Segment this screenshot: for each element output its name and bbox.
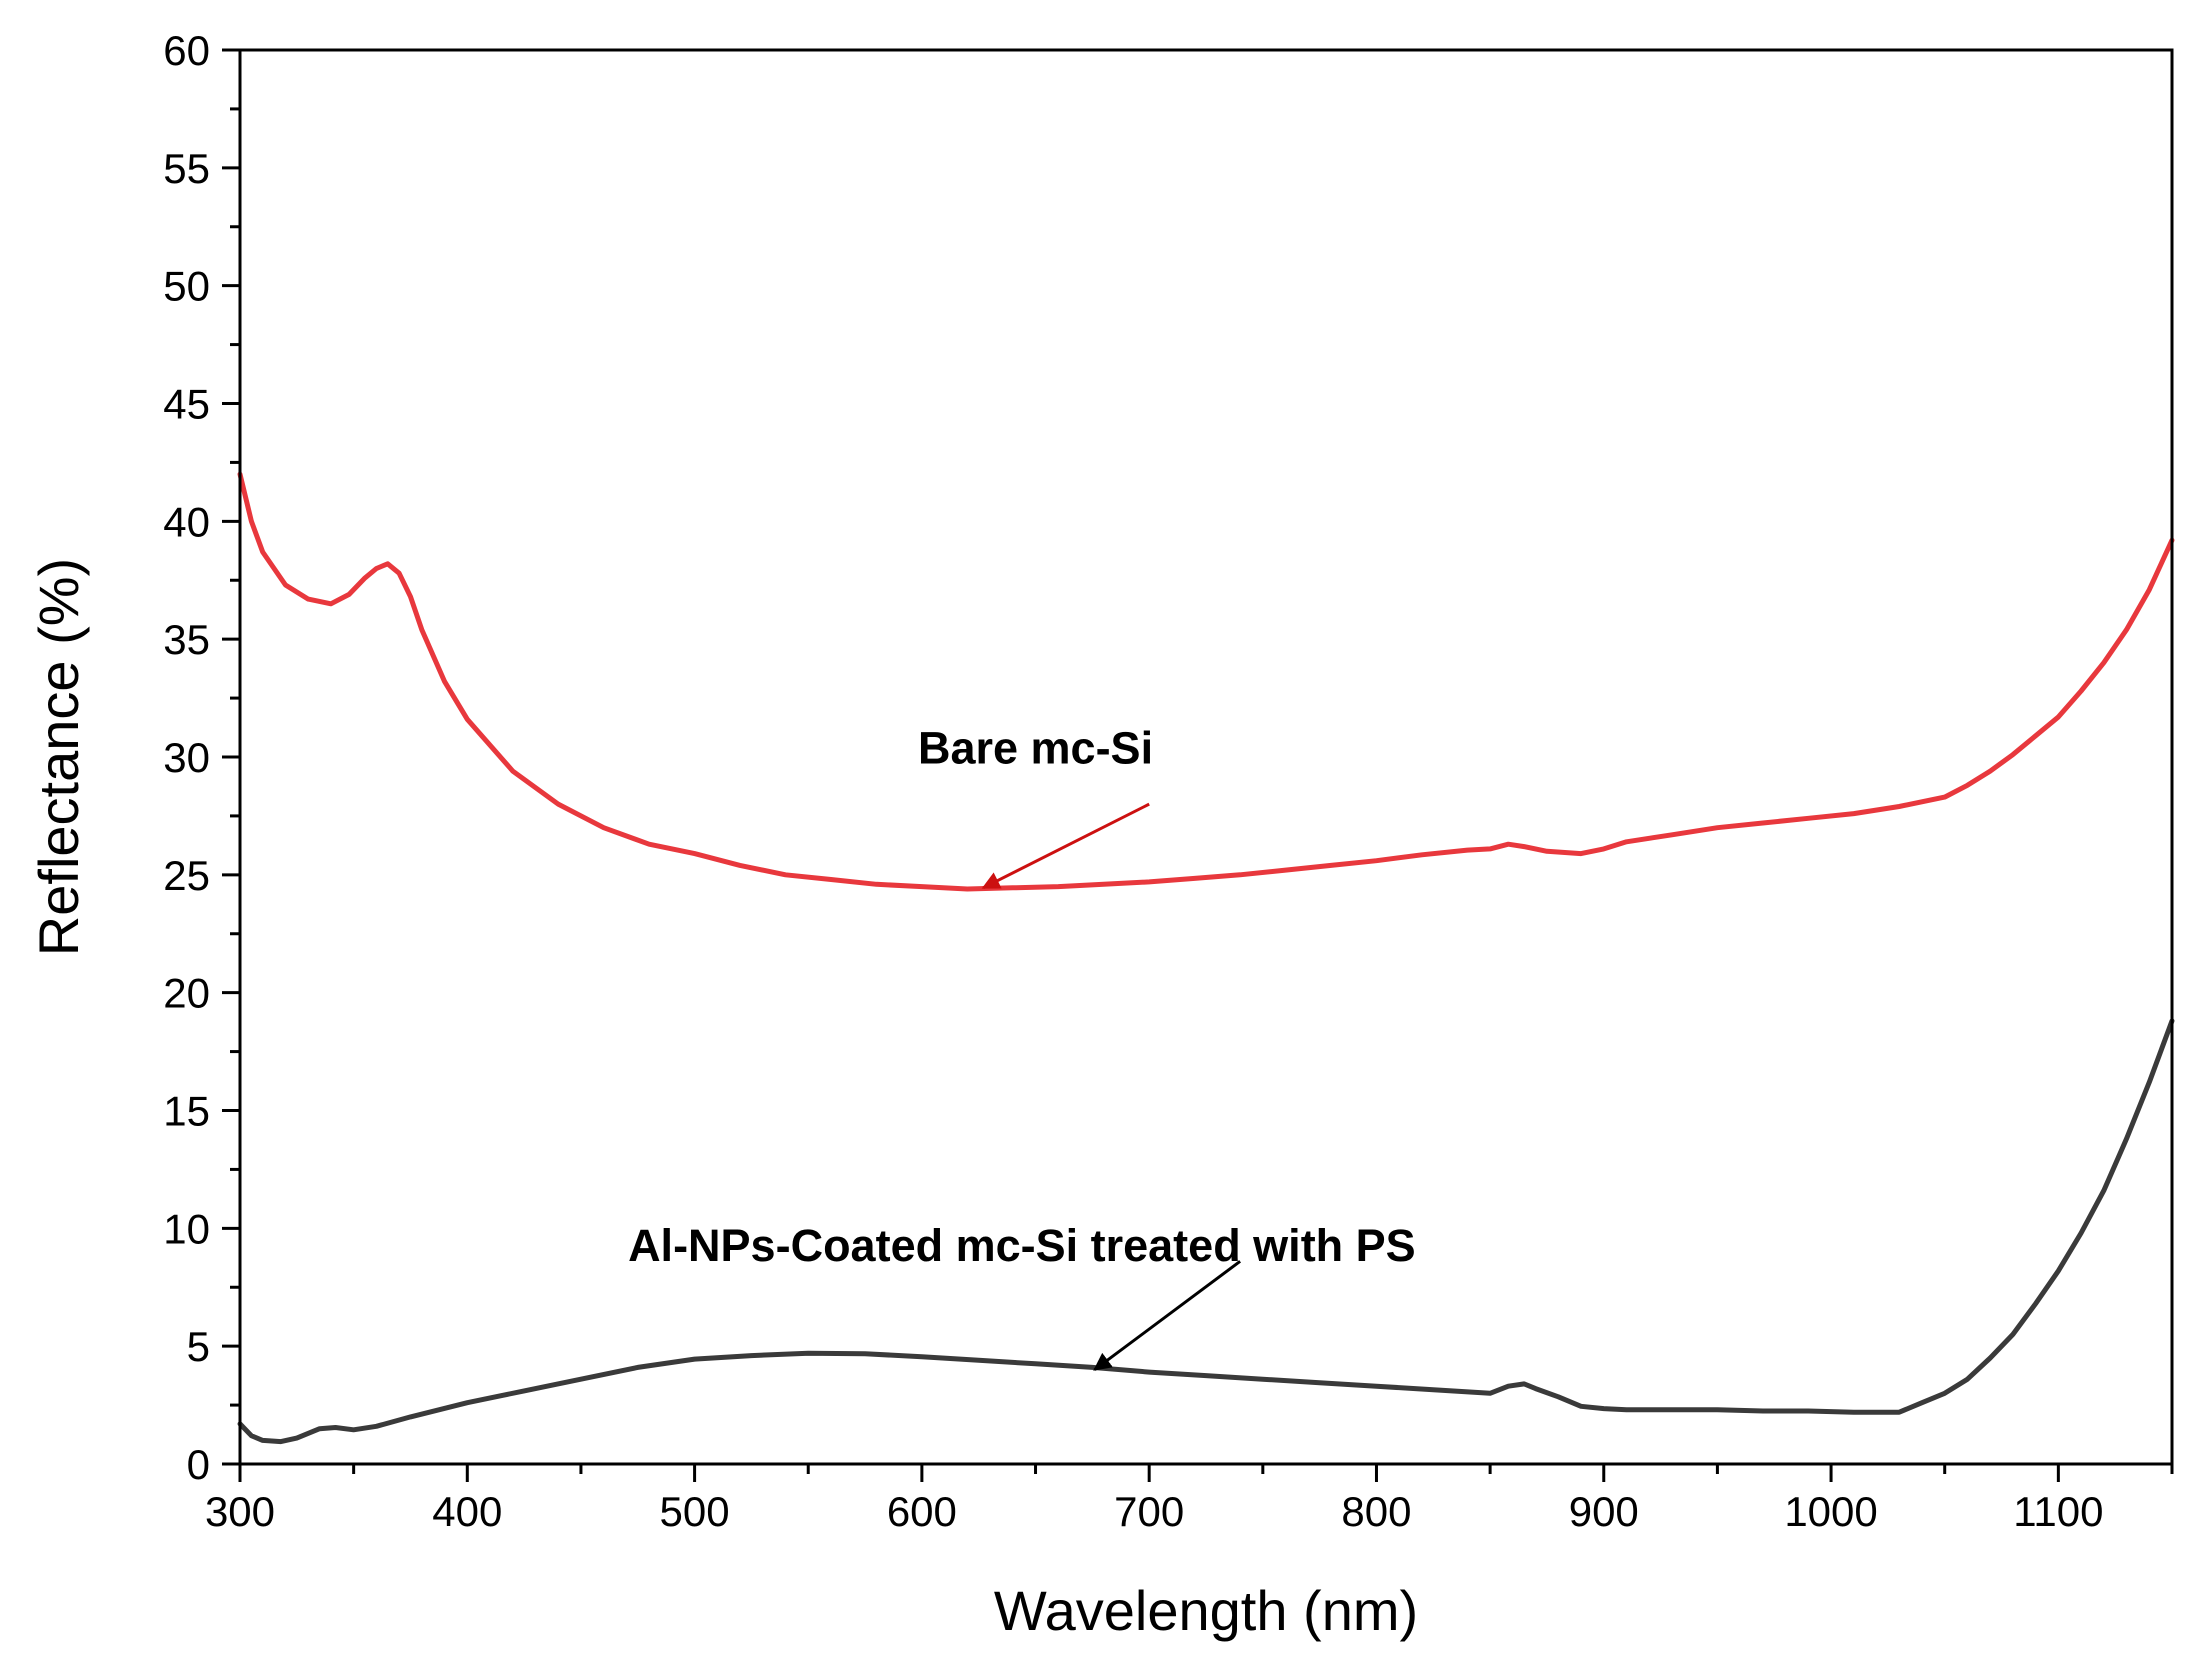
x-tick-label: 1100 [2013,1488,2103,1535]
y-axis-title: Reflectance (%) [27,558,90,956]
y-axis: 0 5 10 15 20 25 30 35 40 45 50 55 60 [163,27,240,1488]
series-line-1 [237,471,2175,892]
y-tick-label: 0 [187,1441,210,1488]
y-tick-label: 45 [163,381,210,428]
y-tick-label: 15 [163,1088,210,1135]
annotation-label: Al-NPs-Coated mc-Si treated with PS [628,1220,1416,1271]
x-tick-label: 800 [1341,1488,1411,1535]
x-tick-label: 500 [660,1488,730,1535]
x-tick-label: 400 [432,1488,502,1535]
x-axis-title: Wavelength (nm) [994,1579,1418,1642]
y-tick-label: 55 [163,145,210,192]
plot-area [237,471,2175,1445]
x-tick-label: 700 [1114,1488,1184,1535]
x-tick-label: 300 [205,1488,275,1535]
y-tick-label: 50 [163,263,210,310]
x-axis: 300 400 500 600 700 800 900 1000 1100 [205,1464,2174,1535]
y-tick-label: 20 [163,970,210,1017]
x-tick-label: 900 [1569,1488,1639,1535]
annotations: Bare mc-Si Al-NPs-Coated mc-Si treated wi… [628,723,1416,1371]
annotation-label: Bare mc-Si [918,723,1153,774]
series-line-2 [237,1018,2175,1445]
x-tick-label: 1000 [1784,1488,1877,1535]
x-tick-label: 600 [887,1488,957,1535]
annotation-arrow [1093,1260,1241,1371]
y-tick-label: 30 [163,734,210,781]
annotation-arrow [981,802,1150,890]
y-tick-label: 35 [163,616,210,663]
y-tick-label: 25 [163,852,210,899]
y-tick-label: 60 [163,27,210,74]
y-tick-label: 40 [163,498,210,545]
y-tick-label: 5 [187,1323,210,1370]
y-tick-label: 10 [163,1205,210,1252]
